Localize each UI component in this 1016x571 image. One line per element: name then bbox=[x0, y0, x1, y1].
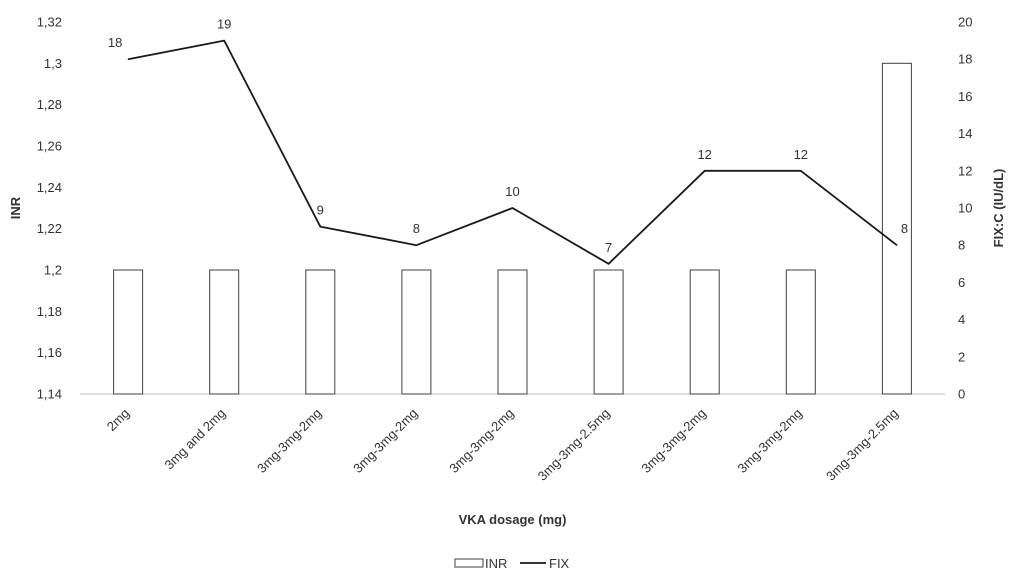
left-axis-ticks: 1,14 1,16 1,18 1,2 1,22 1,24 1,26 1,28 1,3 1,32 bbox=[37, 15, 62, 402]
x-tick-label: 3mg-3mg-2mg bbox=[446, 406, 516, 476]
fix-data-label: 19 bbox=[217, 17, 231, 32]
x-tick-label: 3mg-3mg-2mg bbox=[350, 406, 420, 476]
fix-data-label: 10 bbox=[505, 184, 519, 199]
x-tick-label: 3mg-3mg-2mg bbox=[638, 406, 708, 476]
inr-bar bbox=[401, 269, 432, 395]
inr-bar bbox=[113, 269, 144, 395]
right-tick-label: 18 bbox=[958, 52, 972, 67]
inr-bar bbox=[881, 62, 912, 395]
left-axis-title: INR bbox=[8, 196, 23, 219]
fix-point bbox=[223, 40, 225, 42]
inr-bar bbox=[689, 269, 720, 395]
fix-point bbox=[896, 244, 898, 246]
left-tick-label: 1,18 bbox=[37, 304, 62, 319]
fix-data-label: 8 bbox=[901, 221, 908, 236]
inr-bar bbox=[305, 269, 336, 395]
fix-point bbox=[127, 58, 129, 60]
fix-point bbox=[608, 263, 610, 265]
x-tick-label: 3mg and 2mg bbox=[161, 406, 228, 473]
inr-bar bbox=[497, 269, 528, 395]
x-axis-title: VKA dosage (mg) bbox=[459, 512, 567, 527]
right-tick-label: 4 bbox=[958, 312, 965, 327]
inr-bar bbox=[209, 269, 240, 395]
fix-point bbox=[800, 170, 802, 172]
fix-point bbox=[319, 226, 321, 228]
x-tick-label: 3mg-3mg-2mg bbox=[254, 406, 324, 476]
left-tick-label: 1,2 bbox=[44, 263, 62, 278]
right-tick-label: 12 bbox=[958, 163, 972, 178]
left-tick-label: 1,16 bbox=[37, 345, 62, 360]
fix-data-label: 7 bbox=[605, 240, 612, 255]
legend: INR FIX bbox=[454, 556, 570, 571]
right-tick-label: 0 bbox=[958, 387, 965, 402]
fix-line-layer: 18 19 9 8 10 7 12 12 8 bbox=[108, 17, 908, 265]
left-tick-label: 1,3 bbox=[44, 56, 62, 71]
left-tick-label: 1,28 bbox=[37, 97, 62, 112]
left-tick-label: 1,24 bbox=[37, 180, 62, 195]
fix-data-label: 9 bbox=[317, 203, 324, 218]
right-tick-label: 6 bbox=[958, 275, 965, 290]
inr-bar bbox=[593, 269, 624, 395]
right-tick-label: 2 bbox=[958, 349, 965, 364]
fix-data-label: 12 bbox=[697, 147, 711, 162]
left-tick-label: 1,32 bbox=[37, 15, 62, 30]
right-tick-label: 8 bbox=[958, 238, 965, 253]
fix-data-label: 8 bbox=[413, 221, 420, 236]
legend-fix-label: FIX bbox=[549, 556, 570, 571]
legend-inr-label: INR bbox=[485, 556, 507, 571]
inr-bar bbox=[785, 269, 816, 395]
fix-point bbox=[704, 170, 706, 172]
x-axis-ticks: 2mg 3mg and 2mg 3mg-3mg-2mg 3mg-3mg-2mg 3mg-… bbox=[104, 406, 901, 484]
fix-data-label: 12 bbox=[794, 147, 808, 162]
fix-point bbox=[415, 244, 417, 246]
x-tick-label: 2mg bbox=[104, 406, 132, 434]
legend-inr-swatch bbox=[454, 558, 484, 568]
fix-point bbox=[512, 207, 513, 209]
left-tick-label: 1,14 bbox=[37, 387, 62, 402]
right-tick-label: 16 bbox=[958, 89, 972, 104]
right-tick-label: 20 bbox=[958, 15, 972, 30]
fix-line bbox=[127, 39, 898, 265]
right-axis-ticks: 0 2 4 6 8 10 12 14 16 18 20 bbox=[958, 15, 972, 402]
x-tick-label: 3mg-3mg-2mg bbox=[735, 406, 805, 476]
inr-bars bbox=[113, 62, 912, 395]
x-tick-label: 3mg-3mg-2.5mg bbox=[535, 406, 613, 484]
right-tick-label: 10 bbox=[958, 201, 972, 216]
left-tick-label: 1,26 bbox=[37, 139, 62, 154]
right-tick-label: 14 bbox=[958, 126, 972, 141]
left-tick-label: 1,22 bbox=[37, 221, 62, 236]
right-axis-title: FIX:C (IU/dL) bbox=[991, 169, 1006, 248]
x-tick-label: 3mg-3mg-2.5mg bbox=[823, 406, 901, 484]
fix-data-label: 18 bbox=[108, 35, 122, 50]
